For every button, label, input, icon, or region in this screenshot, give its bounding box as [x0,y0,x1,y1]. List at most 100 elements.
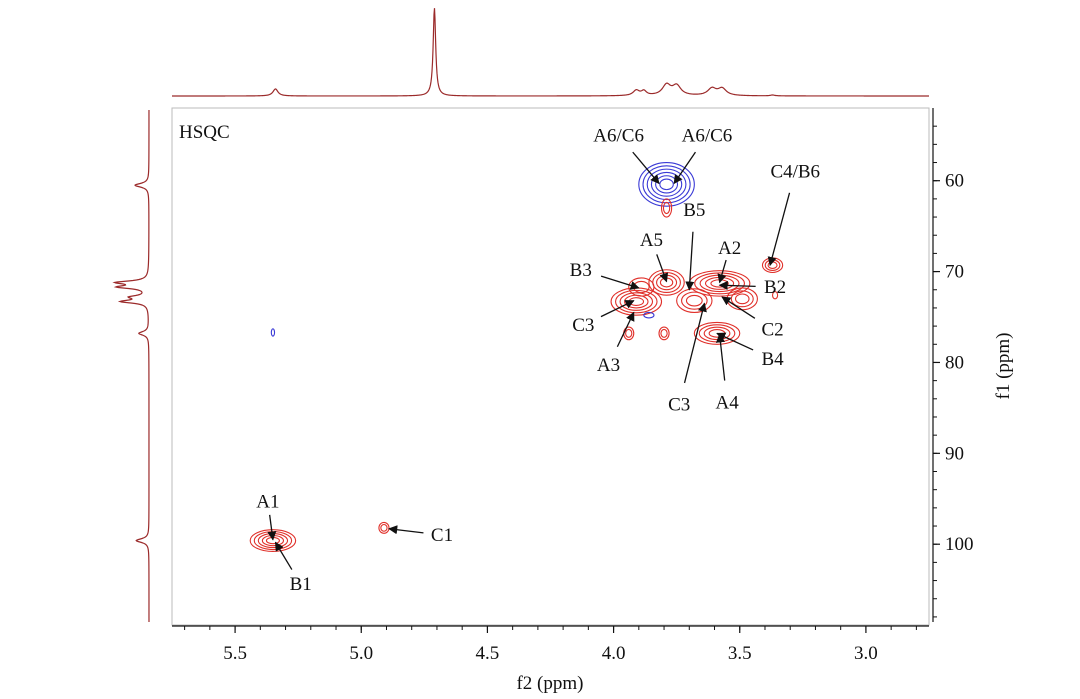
contour-peak [660,198,673,218]
y-axis: 60 70 80 90 100 [932,108,974,622]
annotation-label: A6/C6 [593,125,644,146]
contour-peak [270,328,276,337]
annotation: A6/C6 [593,125,660,185]
f1-projection [112,110,150,622]
contour-level [659,277,674,288]
annotation-arrow [600,275,640,290]
annotation-arrow [717,259,727,284]
contour-level [646,168,687,201]
contour-level [693,321,741,345]
f2-projection-trace [172,8,929,97]
annotation: C3 [572,300,635,336]
annotation: A2 [717,238,741,284]
annotation-label: B5 [683,200,705,221]
annotation-arrow [721,296,756,319]
contour-level [619,292,654,311]
annotation-arrow [767,192,791,267]
peak-annotations: A6/C6 A6/C6 C4/B6 B5 A5 A2 B3 B2 C3 C2 A3 B4 C3 A4 A1 B… [256,125,820,595]
contour-level [655,175,679,194]
x-tick-label: 3.5 [728,643,752,664]
annotation: C1 [388,525,453,546]
annotation: C3 [668,302,707,415]
contour-level [767,261,778,269]
annotation-label: B2 [764,277,786,298]
annotation: B3 [570,260,640,290]
contour-peak [249,529,297,553]
contour-level [685,294,703,307]
contour-peak [378,521,390,534]
y-tick-label: 90 [945,443,964,464]
contour-level [734,293,750,305]
annotation: B2 [718,277,786,298]
x-axis-label: f2 (ppm) [516,673,583,694]
contour-peak [643,311,655,319]
annotation-arrow [685,231,695,291]
contour-level [253,531,293,551]
contour-level [681,291,708,310]
annotation: A1 [256,491,280,541]
x-tick-label: 3.0 [854,643,878,664]
contour-level [270,328,276,337]
x-tick-label: 5.5 [223,643,247,664]
contour-level [648,269,685,296]
contour-peak [726,287,758,311]
contour-level [660,198,673,218]
contour-peaks [249,161,784,553]
contour-level [249,529,297,553]
x-tick-label: 4.5 [476,643,500,664]
panel-label: HSQC [179,122,230,143]
contour-peak [610,287,663,316]
contour-level [380,523,388,532]
annotation-arrow [388,525,424,535]
annotation-label: A2 [718,238,741,259]
contour-level [610,287,663,316]
annotation-label: C4/B6 [770,162,820,183]
contour-level [730,290,754,308]
annotation: C4/B6 [767,162,820,267]
contour-level [660,328,668,338]
contour-peak [761,257,784,274]
annotation-arrow [274,541,293,570]
annotation-label: B1 [290,574,312,595]
contour-level [772,291,779,300]
annotation: A6/C6 [673,125,733,185]
annotation-label: C1 [431,525,453,546]
annotation: A3 [597,311,635,376]
y-axis-label: f1 (ppm) [993,332,1014,399]
annotation-arrow [715,333,726,381]
contour-peak [658,326,670,341]
contour-level [615,289,658,314]
annotation-label: B3 [570,260,592,281]
x-tick-label: 5.0 [349,643,373,664]
annotation-label: A3 [597,355,620,376]
contour-level [656,274,678,291]
annotation: B5 [683,200,705,291]
annotation-label: A5 [640,230,663,251]
contour-peak [772,291,779,300]
contour-level [643,311,655,319]
plot-frame [171,107,930,626]
annotation: A5 [640,230,669,283]
annotation-arrow [673,151,697,185]
annotation-arrow [656,254,669,283]
contour-level [650,171,683,197]
annotation-arrow [600,300,635,318]
annotation-label: A1 [256,491,279,512]
contour-level [694,272,745,295]
f2-projection [172,8,929,97]
contour-peak [638,161,695,207]
x-tick-label: 4.0 [602,643,626,664]
y-tick-label: 80 [945,352,964,373]
annotation-label: C3 [572,315,594,336]
annotation: A4 [715,333,739,413]
annotation-arrow [632,151,660,185]
contour-level [658,326,670,341]
contour-level [638,161,695,207]
annotation: C2 [721,296,784,341]
y-tick-label: 70 [945,262,964,283]
annotation-label: A6/C6 [682,125,733,146]
annotation-arrow [616,311,635,348]
contour-level [662,201,671,215]
contour-level [625,328,633,338]
annotation-arrow [267,514,277,541]
